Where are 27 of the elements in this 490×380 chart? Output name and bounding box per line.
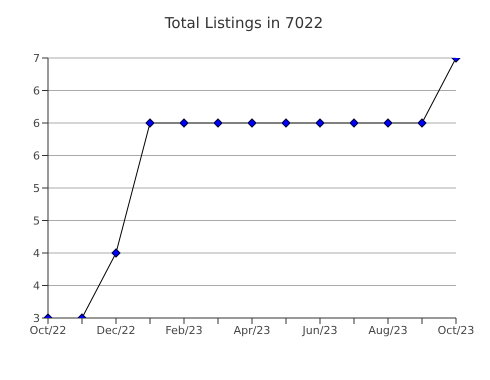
x-tick-label: Jun/23	[302, 324, 338, 337]
y-tick-label: 4	[33, 279, 40, 292]
x-tick-label: Apr/23	[234, 324, 270, 337]
point	[214, 118, 222, 128]
point	[112, 248, 120, 258]
chart-title: Total Listings in 7022	[164, 13, 324, 34]
point	[350, 118, 358, 128]
point	[282, 118, 290, 128]
y-tick-label: 6	[33, 149, 40, 162]
x-tick-label: Oct/22	[30, 324, 66, 337]
x-tick-label: Feb/23	[165, 324, 203, 337]
y-tick-label: 6	[33, 84, 40, 98]
y-tick-label: 6	[33, 116, 40, 130]
point	[180, 118, 188, 128]
point	[248, 118, 256, 128]
point	[418, 118, 426, 128]
y-tick-label: 3	[33, 312, 40, 325]
x-tick-label: Dec/22	[96, 324, 136, 337]
x-tick-label: Oct/23	[438, 324, 474, 337]
point	[316, 118, 324, 128]
y-tick-label: 4	[33, 246, 40, 260]
point	[384, 118, 392, 128]
y-tick-label: 5	[33, 214, 40, 228]
y-tick-label: 7	[33, 52, 40, 65]
x-tick-label: Aug/23	[368, 324, 408, 337]
y-tick-label: 5	[33, 182, 40, 195]
point	[146, 118, 154, 128]
